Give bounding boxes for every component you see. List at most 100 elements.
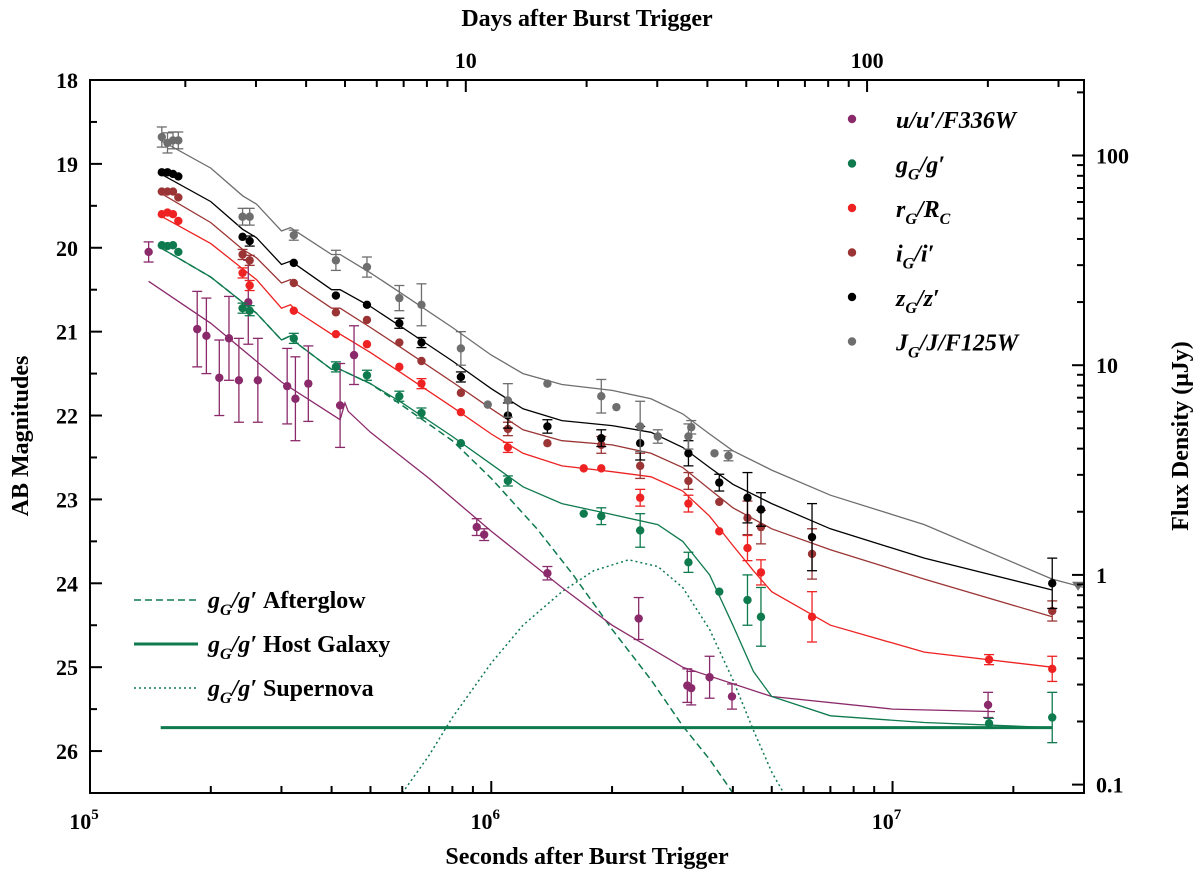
data-point xyxy=(245,236,254,246)
data-point xyxy=(244,298,253,307)
y2-tick-label: 100 xyxy=(1096,143,1129,168)
data-point xyxy=(715,587,724,596)
data-point xyxy=(168,187,178,196)
data-point xyxy=(174,193,183,202)
data-point xyxy=(417,338,426,347)
data-point xyxy=(743,543,752,553)
data-point xyxy=(144,247,153,257)
y-axis-title: AB Magnitudes xyxy=(8,356,34,517)
y2-tick-label: 1 xyxy=(1096,563,1107,588)
y-tick-label: 21 xyxy=(56,320,78,345)
data-point xyxy=(238,303,247,313)
y-tick-label: 24 xyxy=(56,571,78,596)
data-point xyxy=(291,394,300,403)
data-point xyxy=(715,478,724,487)
data-point xyxy=(417,356,426,366)
data-point xyxy=(174,172,183,181)
data-point xyxy=(756,612,766,622)
legend-marker xyxy=(847,114,857,124)
model-curve-2 xyxy=(160,215,1053,668)
data-point xyxy=(807,532,817,542)
y2-tick-label: 10 xyxy=(1096,353,1118,378)
data-point xyxy=(168,210,178,219)
data-point xyxy=(224,334,234,343)
data-point xyxy=(289,230,298,240)
x-tick-label: 107 xyxy=(872,807,902,834)
x-tick-label: 105 xyxy=(69,807,99,834)
data-point xyxy=(579,509,588,518)
data-point xyxy=(234,376,244,385)
data-point xyxy=(331,362,341,372)
data-point xyxy=(503,443,513,452)
data-point xyxy=(331,308,341,317)
legend-component-label: gG/g′ Supernova xyxy=(207,676,374,707)
data-point xyxy=(983,700,993,710)
data-point xyxy=(253,376,263,385)
data-point xyxy=(362,315,372,325)
data-point xyxy=(807,612,817,622)
data-point xyxy=(417,379,426,388)
data-point xyxy=(483,400,492,409)
y2-tick-label: 0.1 xyxy=(1096,773,1124,798)
data-point xyxy=(503,476,513,486)
data-point xyxy=(456,372,466,382)
data-point xyxy=(715,497,724,507)
data-point xyxy=(349,350,359,360)
data-point xyxy=(653,432,662,441)
y-tick-label: 20 xyxy=(56,236,78,261)
data-point xyxy=(503,396,513,405)
upper-limit-marker xyxy=(1072,581,1085,591)
data-point xyxy=(1048,713,1057,722)
data-point xyxy=(362,262,372,272)
data-point xyxy=(245,256,254,265)
data-point xyxy=(282,381,292,391)
data-point xyxy=(472,522,481,532)
data-point xyxy=(202,331,211,341)
x2-axis-title: Days after Burst Trigger xyxy=(461,6,713,32)
data-point xyxy=(331,256,341,265)
legend-component-label: gG/g′ Host Galaxy xyxy=(207,632,390,663)
data-point xyxy=(543,379,552,388)
component-curve-supernova xyxy=(401,559,785,793)
y-tick-label: 23 xyxy=(56,487,78,512)
data-point xyxy=(543,569,552,578)
x2-tick-label: 100 xyxy=(851,48,884,73)
data-point xyxy=(1048,579,1057,588)
y-tick-label: 19 xyxy=(56,152,78,177)
data-point xyxy=(756,505,766,514)
data-point xyxy=(289,278,298,288)
y-tick-label: 25 xyxy=(56,655,78,680)
data-point xyxy=(756,568,766,577)
data-point xyxy=(395,319,404,328)
data-point xyxy=(456,407,466,417)
x-tick-label: 106 xyxy=(471,807,501,834)
data-point xyxy=(687,423,696,432)
legend-marker xyxy=(847,292,857,302)
data-point xyxy=(395,392,404,401)
data-point xyxy=(635,493,645,502)
data-point xyxy=(715,527,724,536)
legend-marker xyxy=(847,337,857,346)
model-curve-1 xyxy=(160,247,1053,729)
data-point xyxy=(395,293,404,303)
data-point xyxy=(612,402,621,412)
data-point xyxy=(245,281,254,290)
legend-label: iG/i′ xyxy=(896,242,934,273)
data-point xyxy=(1048,664,1057,674)
data-point xyxy=(238,250,247,259)
legend: u/u′/F336W gG/g′ rG/RC iG/i′ zG/z′ JG/J/F125W… xyxy=(134,108,1020,707)
data-points xyxy=(143,126,1085,744)
y-tick-label: 22 xyxy=(56,404,78,429)
data-point xyxy=(245,306,254,315)
data-point xyxy=(289,258,298,268)
data-point xyxy=(597,511,606,521)
data-point xyxy=(395,338,404,347)
data-point xyxy=(395,362,404,372)
data-point xyxy=(417,408,426,418)
data-point xyxy=(635,526,645,535)
model-curve-3 xyxy=(160,192,1053,618)
legend-marker xyxy=(847,248,857,257)
axes: 105 106 107 10 100 18 19 20 21 22 23 24 25 26 100 10 1 0.… xyxy=(56,48,1129,834)
data-point xyxy=(634,614,643,623)
